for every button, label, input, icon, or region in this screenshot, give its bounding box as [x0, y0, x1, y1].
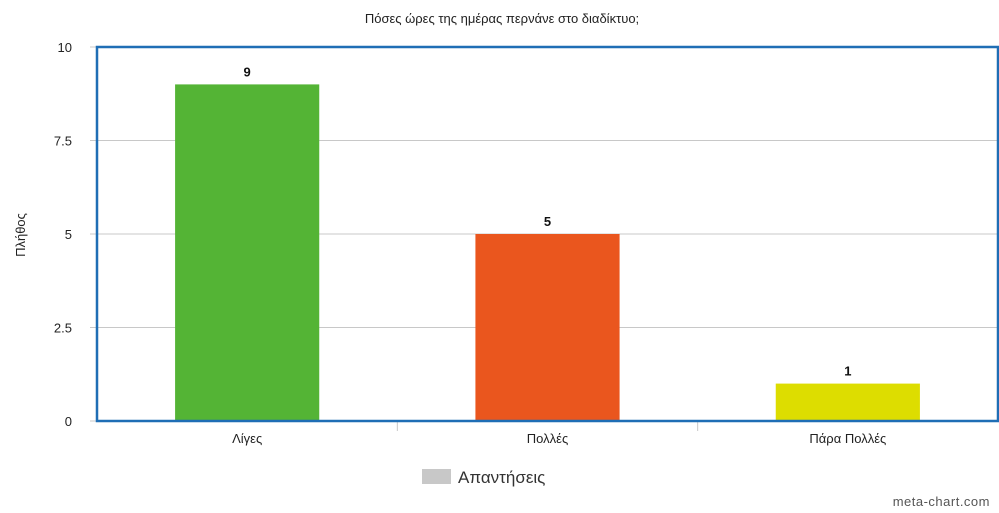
y-axis-tick-labels: 0 2.5 5 7.5 10: [54, 40, 72, 429]
watermark: meta-chart.com: [893, 494, 990, 509]
data-label: 9: [244, 64, 251, 79]
data-labels: 9 5 1: [244, 64, 852, 378]
x-tick-label: Πάρα Πολλές: [809, 431, 886, 446]
y-tick-label: 5: [65, 227, 72, 242]
bar[interactable]: [175, 84, 320, 422]
y-axis-label: Πλήθος: [13, 213, 28, 257]
x-tick-label: Λίγες: [232, 431, 262, 446]
x-tick-label: Πολλές: [527, 431, 568, 446]
chart-title: Πόσες ώρες της ημέρας περνάνε στο διαδίκ…: [365, 11, 639, 26]
legend-swatch: [422, 469, 451, 484]
data-label: 5: [544, 214, 551, 229]
legend-label: Απαντήσεις: [458, 468, 545, 487]
y-tick-label: 2.5: [54, 321, 72, 336]
y-tick-label: 0: [65, 414, 72, 429]
legend[interactable]: Απαντήσεις: [422, 468, 545, 487]
x-axis-ticks: [396, 421, 699, 431]
data-label: 1: [844, 364, 851, 379]
bar[interactable]: [475, 234, 620, 421]
y-tick-label: 10: [58, 40, 72, 55]
x-axis-tick-labels: Λίγες Πολλές Πάρα Πολλές: [232, 431, 886, 446]
bar[interactable]: [775, 383, 920, 421]
y-tick-label: 7.5: [54, 134, 72, 149]
bars: [175, 84, 920, 422]
plot-frame: [95, 45, 999, 423]
